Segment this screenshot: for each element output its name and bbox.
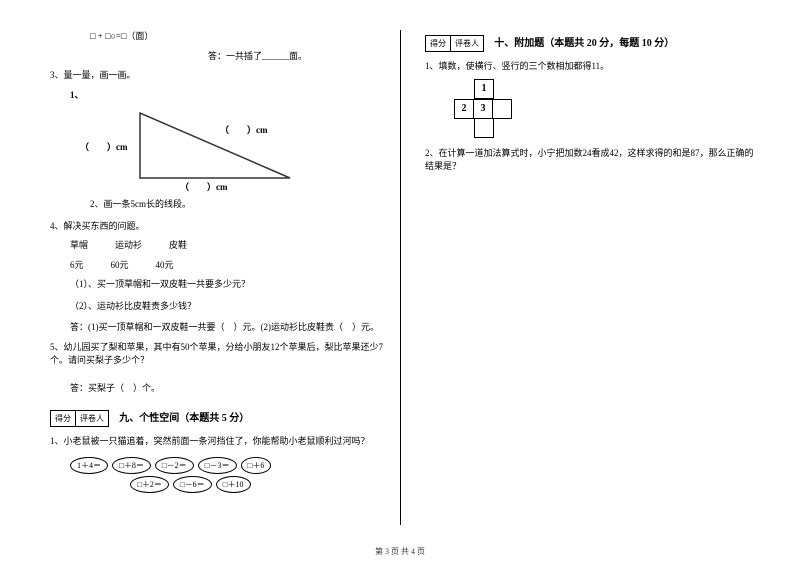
column-divider xyxy=(400,30,401,525)
chain-c2b: □－6＝ xyxy=(173,476,212,493)
q4-1: （1）、买一顶草帽和一双皮鞋一共要多少元？ xyxy=(50,278,385,292)
tri-left-label: （ ）cm xyxy=(80,140,128,153)
q5-ans: 答：买梨子（ ）个。 xyxy=(50,382,385,396)
q4-prices: 6元 60元 40元 xyxy=(50,259,385,273)
chain-c1b: □＋2＝ xyxy=(130,476,169,493)
chain-c4: □－3＝ xyxy=(198,457,237,474)
q3: 3、量一量，画一画。 xyxy=(50,69,385,83)
cross-mid-mid: 3 xyxy=(473,99,493,119)
q9-1: 1、小老鼠被一只猫追着，突然前面一条河挡住了，你能帮助小老鼠顺利过河吗？ xyxy=(50,435,385,449)
chain-row2: □＋2＝ □－6＝ □＋10 xyxy=(130,476,385,493)
section-10-title: 十、附加题（本题共 20 分，每题 10 分） xyxy=(494,38,674,49)
chain-c1: 1＋4＝ xyxy=(70,457,108,474)
cross-figure: 1 2 3 xyxy=(455,80,760,139)
q4-ans: 答：(1)买一顶草帽和一双皮鞋一共要（ ）元。(2)运动衫比皮鞋贵（ ）元。 xyxy=(50,321,385,335)
section-9-title: 九、个性空间（本题共 5 分） xyxy=(119,413,249,424)
cross-mid-right xyxy=(492,99,512,119)
q5: 5、幼儿园买了梨和苹果，其中有50个苹果，分给小朋友12个苹果后，梨比苹果还少7… xyxy=(50,341,385,368)
page-footer: 第 3 页 共 4 页 xyxy=(0,546,800,557)
grader-label: 评卷人 xyxy=(76,411,108,426)
answer-prompt: 答：一共插了______面。 xyxy=(50,50,385,64)
triangle-figure: （ ）cm （ ）cm （ ）cm xyxy=(110,108,310,188)
q4-2: （2）、运动衫比皮鞋贵多少钱？ xyxy=(50,300,385,314)
score-box-10: 得分 评卷人 xyxy=(425,35,484,52)
cross-bottom xyxy=(474,118,494,138)
q4: 4、解决买东西的问题。 xyxy=(50,220,385,234)
tri-right-label: （ ）cm xyxy=(220,123,268,136)
score-label: 得分 xyxy=(51,411,76,426)
chain-c2: □＋8＝ xyxy=(112,457,151,474)
score-box-9: 得分 评卷人 xyxy=(50,410,109,427)
q3-2: 2、画一条5cm长的线段。 xyxy=(50,198,385,212)
chain-c5: □＋6 xyxy=(241,457,272,474)
chain-c3b: □＋10 xyxy=(216,476,251,493)
equation-line: □ + □○=□（面） xyxy=(50,30,385,44)
chain-c3: □－2＝ xyxy=(155,457,194,474)
q10-1: 1、填数，使横行、竖行的三个数相加都得11。 xyxy=(425,60,760,74)
score-label: 得分 xyxy=(426,36,451,51)
cross-mid-left: 2 xyxy=(454,99,474,119)
grader-label: 评卷人 xyxy=(451,36,483,51)
q10-2: 2、在计算一道加法算式时，小宁把加数24看成42，这样求得的和是87，那么正确的… xyxy=(425,147,760,174)
chain-row1: 1＋4＝ □＋8＝ □－2＝ □－3＝ □＋6 xyxy=(70,457,385,474)
tri-bottom-label: （ ）cm xyxy=(180,180,228,193)
q3-1: 1、 xyxy=(50,89,385,103)
cross-top: 1 xyxy=(474,79,494,99)
q4-items: 草帽 运动衫 皮鞋 xyxy=(50,239,385,253)
